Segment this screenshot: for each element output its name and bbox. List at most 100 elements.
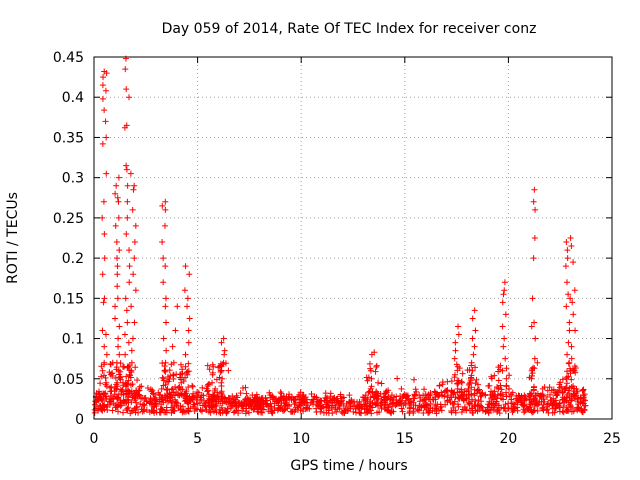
data-point	[501, 405, 508, 412]
data-point	[164, 385, 171, 392]
data-point	[531, 186, 538, 193]
data-point	[102, 381, 109, 388]
data-point	[545, 400, 552, 407]
data-point	[242, 396, 249, 403]
data-point	[219, 394, 226, 401]
data-point	[114, 271, 121, 278]
data-point	[574, 404, 581, 411]
data-point	[490, 400, 497, 407]
data-point	[421, 386, 428, 393]
data-point	[497, 382, 504, 389]
data-point	[176, 374, 183, 381]
data-point	[413, 388, 420, 395]
data-point	[99, 82, 106, 89]
data-point	[128, 367, 135, 374]
data-point	[471, 343, 478, 350]
data-point	[106, 398, 113, 405]
data-point	[224, 408, 231, 415]
data-point	[566, 359, 573, 366]
data-point	[398, 405, 405, 412]
data-point	[131, 255, 138, 262]
data-point	[549, 409, 556, 416]
data-point	[458, 378, 465, 385]
data-point	[218, 395, 225, 402]
data-point	[532, 335, 539, 342]
data-point	[326, 404, 333, 411]
data-point	[474, 402, 481, 409]
data-point	[526, 390, 533, 397]
data-point	[484, 407, 491, 414]
data-point	[552, 405, 559, 412]
data-point	[367, 407, 374, 414]
data-point	[163, 319, 170, 326]
data-point	[296, 391, 303, 398]
data-point	[231, 408, 238, 415]
data-point	[112, 303, 119, 310]
data-point	[314, 398, 321, 405]
data-point	[128, 359, 135, 366]
data-point	[219, 361, 226, 368]
data-point	[511, 401, 518, 408]
data-point	[147, 386, 154, 393]
data-point	[423, 406, 430, 413]
data-point	[419, 396, 426, 403]
data-point	[217, 368, 224, 375]
data-point	[263, 397, 270, 404]
data-point	[395, 401, 402, 408]
y-tick-label: 0.4	[62, 90, 84, 106]
data-point	[499, 299, 506, 306]
data-point	[499, 323, 506, 330]
data-point	[160, 255, 167, 262]
y-tick-label: 0.2	[62, 251, 84, 267]
data-point	[378, 402, 385, 409]
data-point	[367, 385, 374, 392]
data-point	[192, 405, 199, 412]
data-point	[130, 271, 137, 278]
data-point	[245, 409, 252, 416]
data-point	[570, 311, 577, 318]
data-point	[422, 400, 429, 407]
data-point	[529, 370, 536, 377]
data-point	[175, 392, 182, 399]
data-point	[155, 389, 162, 396]
data-point	[498, 386, 505, 393]
data-point	[470, 351, 477, 358]
data-point	[219, 375, 226, 382]
data-point	[465, 385, 472, 392]
data-point	[160, 279, 167, 286]
data-point	[122, 295, 129, 302]
data-point	[544, 401, 551, 408]
data-point	[515, 392, 522, 399]
data-point	[553, 392, 560, 399]
data-point	[375, 379, 382, 386]
data-point	[322, 390, 329, 397]
data-point	[357, 401, 364, 408]
data-point	[473, 376, 480, 383]
data-point	[151, 396, 158, 403]
data-point	[123, 166, 130, 173]
data-point	[491, 372, 498, 379]
data-point	[268, 408, 275, 415]
data-point	[324, 399, 331, 406]
data-point	[98, 363, 105, 370]
data-point	[568, 343, 575, 350]
data-point	[570, 408, 577, 415]
data-point	[565, 339, 572, 346]
data-point	[296, 399, 303, 406]
data-point	[412, 386, 419, 393]
data-point	[397, 400, 404, 407]
data-point	[189, 383, 196, 390]
data-point	[571, 385, 578, 392]
data-point	[378, 380, 385, 387]
data-point	[382, 396, 389, 403]
data-point	[572, 369, 579, 376]
data-point	[503, 389, 510, 396]
data-point	[221, 347, 228, 354]
data-point	[186, 315, 193, 322]
data-point	[226, 394, 233, 401]
data-point	[486, 401, 493, 408]
data-point	[179, 386, 186, 393]
data-point	[99, 140, 106, 147]
data-point	[159, 374, 166, 381]
